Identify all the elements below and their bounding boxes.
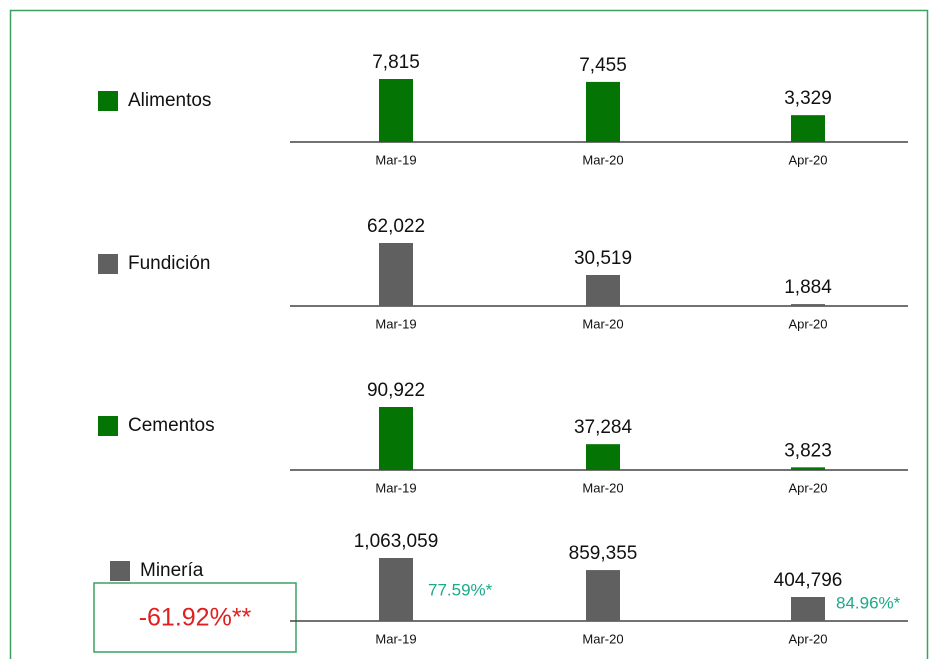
legend-label: Cementos: [128, 415, 215, 436]
bar: [379, 407, 413, 470]
legend-swatch: [98, 416, 118, 436]
bar: [791, 467, 825, 470]
bar: [379, 79, 413, 142]
bar: [791, 597, 825, 621]
legend-label: Alimentos: [128, 90, 211, 111]
x-tick-label: Mar-19: [375, 152, 416, 167]
value-label: 404,796: [774, 570, 843, 591]
legend-swatch: [98, 91, 118, 111]
legend-label: Fundición: [128, 253, 210, 274]
value-label: 37,284: [574, 417, 633, 438]
x-tick-label: Mar-19: [375, 631, 416, 646]
bar: [791, 115, 825, 142]
value-label: 7,815: [372, 52, 420, 73]
bar: [586, 570, 620, 621]
bar: [379, 243, 413, 306]
annotation: 84.96%*: [836, 593, 901, 612]
x-tick-label: Mar-20: [582, 480, 623, 495]
value-label: 3,823: [784, 440, 832, 461]
x-tick-label: Apr-20: [788, 316, 827, 331]
x-tick-label: Apr-20: [788, 152, 827, 167]
legend-swatch: [98, 254, 118, 274]
bar: [379, 558, 413, 621]
annotation: -61.92%**: [139, 604, 252, 632]
x-tick-label: Apr-20: [788, 480, 827, 495]
annotation-box: [93, 582, 297, 653]
legend-swatch: [110, 561, 130, 581]
bar: [586, 274, 620, 306]
x-tick-label: Mar-19: [375, 480, 416, 495]
bar: [586, 81, 620, 142]
value-label: 3,329: [784, 88, 832, 109]
value-label: 90,922: [367, 380, 425, 401]
x-tick-label: Mar-20: [582, 152, 623, 167]
value-label: 7,455: [579, 55, 627, 76]
x-tick-label: Mar-20: [582, 316, 623, 331]
value-label: 30,519: [574, 248, 632, 269]
x-tick-label: Mar-20: [582, 631, 623, 646]
legend-label: Minería: [140, 560, 204, 581]
bar: [791, 304, 825, 306]
value-label: 859,355: [569, 543, 638, 564]
bar: [586, 444, 620, 470]
value-label: 1,063,059: [354, 531, 439, 552]
value-label: 1,884: [784, 277, 832, 298]
x-tick-label: Mar-19: [375, 316, 416, 331]
value-label: 62,022: [367, 216, 425, 237]
annotation: 77.59%*: [428, 580, 493, 599]
x-tick-label: Apr-20: [788, 631, 827, 646]
frame: [9, 9, 929, 659]
